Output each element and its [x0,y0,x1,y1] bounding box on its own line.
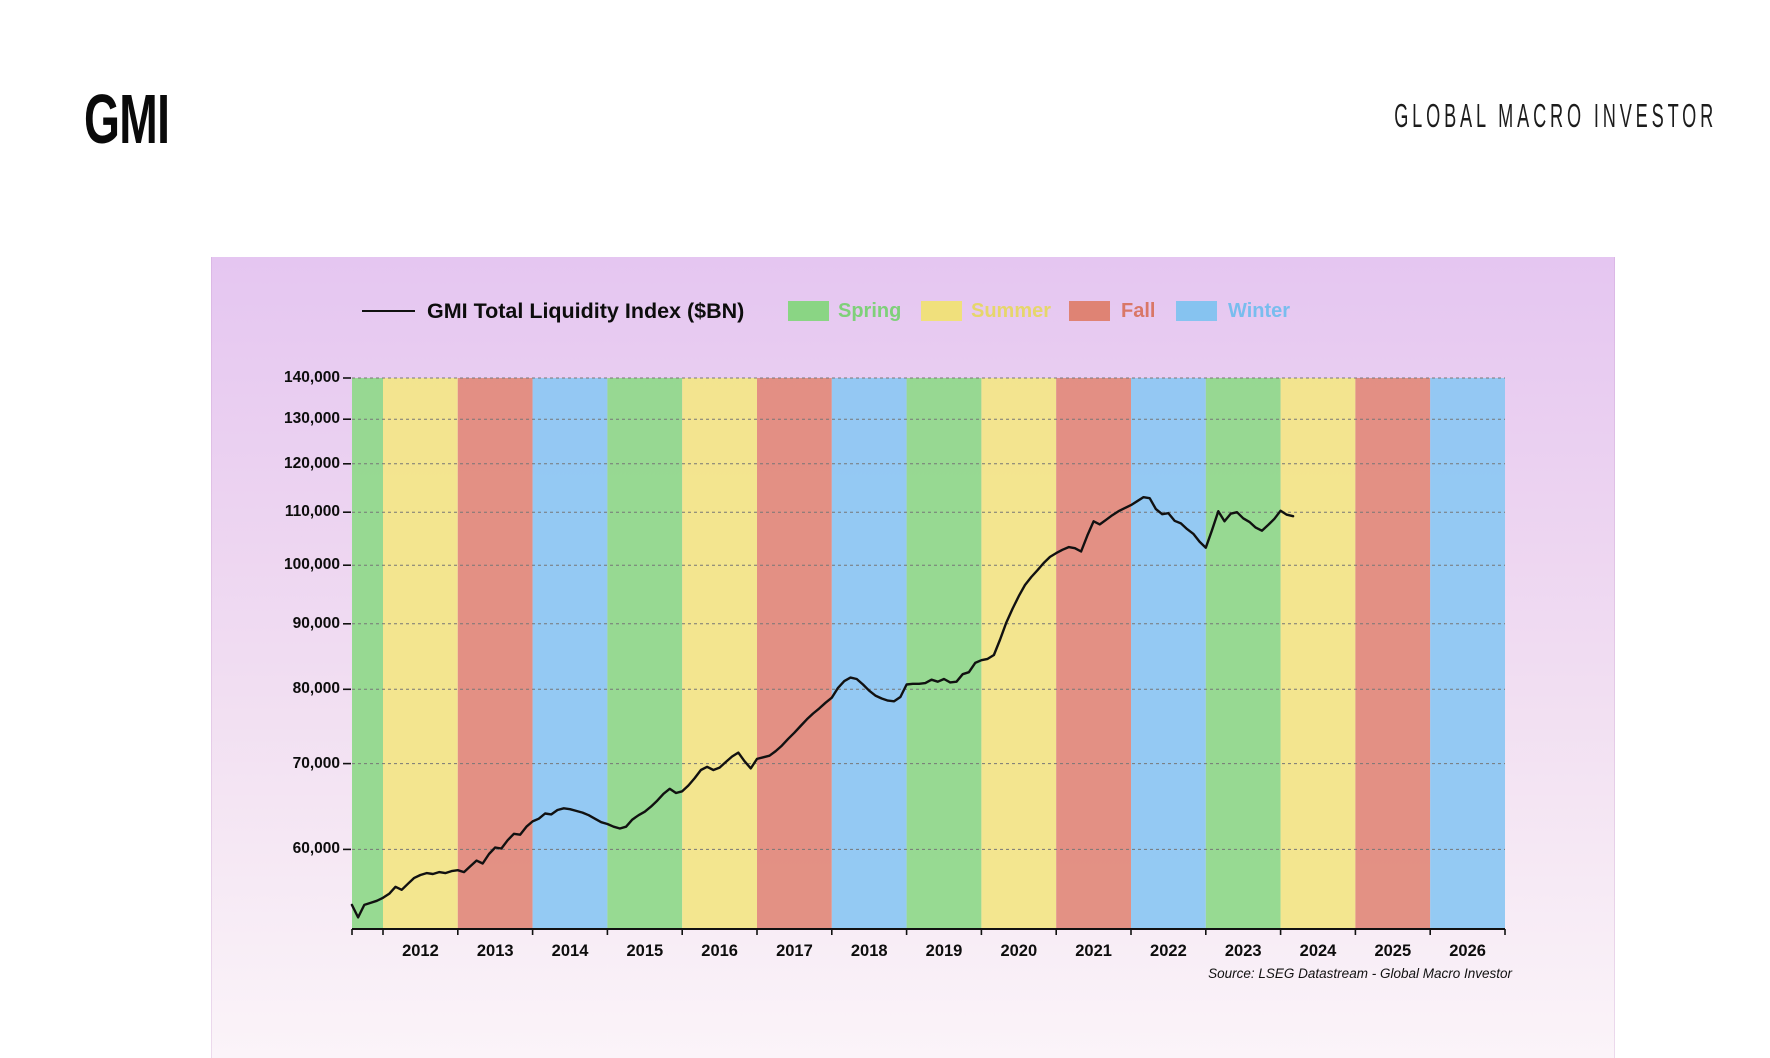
season-band-spring [906,378,982,929]
y-axis-label: 130,000 [283,410,340,428]
x-axis-label: 2024 [1299,942,1337,960]
liquidity-chart-plot [343,377,1506,935]
x-axis-label: 2018 [850,942,888,960]
series-legend-label: GMI Total Liquidity Index ($BN) [427,299,745,323]
x-axis-label: 2025 [1374,942,1412,960]
y-axis-label: 90,000 [292,614,340,632]
season-band-winter [1430,378,1505,929]
x-axis-label: 2016 [701,942,738,960]
brand-title: GLOBAL MACRO INVESTOR [1394,97,1717,134]
y-axis-label: 60,000 [292,840,340,858]
x-axis-label: 2026 [1449,942,1486,960]
summer-legend-label: Summer [971,300,1052,322]
spring-swatch [788,301,829,321]
x-axis-label: 2020 [1000,942,1038,960]
x-axis-label: 2013 [476,942,514,960]
x-axis-label: 2014 [551,942,589,960]
season-band-fall [457,378,533,929]
season-band-fall [757,378,832,929]
season-band-summer [1280,378,1356,929]
season-band-winter [1131,378,1206,929]
spring-legend-label: Spring [838,300,902,322]
y-axis-label: 70,000 [292,754,340,772]
season-band-spring [352,378,383,929]
source-note: Source: LSEG Datastream - Global Macro I… [1208,966,1512,981]
series-line-sample [362,310,415,312]
liquidity-index-line [350,495,1295,919]
winter-swatch [1176,301,1217,321]
season-band-fall [1056,378,1131,929]
x-axis-label: 2022 [1150,942,1187,960]
season-band-summer [682,378,757,929]
x-axis-label: 2012 [402,942,439,960]
x-axis-label: 2019 [925,942,963,960]
season-band-winter [831,378,907,929]
summer-swatch [921,301,962,321]
gmi-logo: GMI [84,80,170,158]
winter-legend-label: Winter [1228,300,1291,322]
season-band-summer [981,378,1057,929]
x-axis-label: 2015 [626,942,664,960]
x-axis-label: 2023 [1224,942,1262,960]
season-band-fall [1355,378,1431,929]
fall-swatch [1069,301,1110,321]
x-axis-label: 2017 [776,942,813,960]
season-band-spring [1205,378,1281,929]
y-axis-label: 120,000 [283,454,340,472]
season-band-summer [383,378,458,929]
fall-legend-label: Fall [1121,300,1156,322]
season-band-spring [607,378,683,929]
x-axis-label: 2021 [1075,942,1112,960]
season-band-winter [532,378,608,929]
y-axis-label: 140,000 [283,369,340,386]
y-axis-label: 80,000 [292,680,340,698]
y-axis-label: 100,000 [283,556,340,574]
y-axis-label: 110,000 [284,503,340,521]
